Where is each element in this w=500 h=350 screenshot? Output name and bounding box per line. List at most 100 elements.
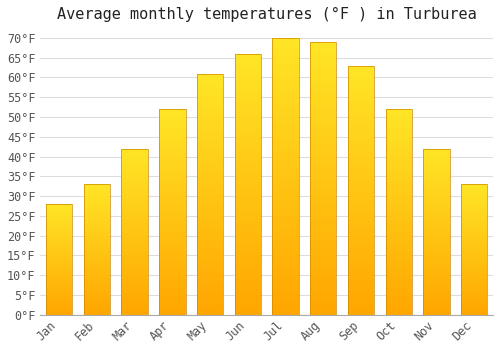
- Bar: [197, 136, 224, 139]
- Bar: [197, 209, 224, 211]
- Bar: [424, 228, 450, 230]
- Bar: [159, 148, 186, 150]
- Bar: [159, 306, 186, 308]
- Bar: [46, 308, 72, 309]
- Bar: [461, 201, 487, 202]
- Bar: [272, 257, 299, 259]
- Bar: [84, 294, 110, 295]
- Bar: [348, 113, 374, 116]
- Bar: [310, 263, 336, 266]
- Bar: [84, 312, 110, 313]
- Bar: [272, 140, 299, 143]
- Bar: [122, 248, 148, 250]
- Bar: [46, 246, 72, 247]
- Bar: [159, 183, 186, 185]
- Bar: [197, 150, 224, 153]
- Bar: [461, 202, 487, 204]
- Bar: [234, 179, 261, 182]
- Bar: [46, 218, 72, 219]
- Bar: [234, 182, 261, 184]
- Bar: [272, 259, 299, 262]
- Bar: [424, 291, 450, 293]
- Bar: [84, 247, 110, 248]
- Bar: [197, 139, 224, 141]
- Bar: [46, 300, 72, 301]
- Bar: [461, 225, 487, 226]
- Bar: [310, 197, 336, 200]
- Bar: [122, 296, 148, 298]
- Bar: [84, 240, 110, 241]
- Bar: [46, 272, 72, 273]
- Bar: [197, 211, 224, 213]
- Bar: [234, 130, 261, 132]
- Bar: [234, 250, 261, 252]
- Bar: [310, 238, 336, 241]
- Bar: [348, 125, 374, 128]
- Bar: [461, 308, 487, 309]
- Bar: [386, 214, 412, 216]
- Bar: [424, 182, 450, 183]
- Bar: [197, 257, 224, 259]
- Bar: [461, 262, 487, 264]
- Bar: [122, 241, 148, 243]
- Bar: [461, 219, 487, 221]
- Bar: [310, 77, 336, 80]
- Bar: [197, 182, 224, 184]
- Bar: [424, 238, 450, 240]
- Bar: [234, 187, 261, 189]
- Bar: [122, 212, 148, 214]
- Bar: [386, 216, 412, 218]
- Bar: [84, 291, 110, 292]
- Bar: [310, 137, 336, 140]
- Bar: [348, 285, 374, 287]
- Bar: [46, 220, 72, 222]
- Bar: [461, 274, 487, 275]
- Bar: [461, 250, 487, 251]
- Bar: [348, 195, 374, 198]
- Bar: [386, 265, 412, 267]
- Bar: [386, 253, 412, 255]
- Bar: [310, 189, 336, 192]
- Bar: [122, 208, 148, 210]
- Bar: [272, 209, 299, 212]
- Bar: [310, 132, 336, 135]
- Bar: [234, 192, 261, 195]
- Bar: [84, 221, 110, 222]
- Bar: [310, 69, 336, 72]
- Bar: [122, 303, 148, 304]
- Bar: [310, 154, 336, 156]
- Bar: [461, 282, 487, 283]
- Bar: [159, 282, 186, 284]
- Bar: [461, 248, 487, 250]
- Bar: [122, 313, 148, 315]
- Bar: [461, 239, 487, 240]
- Bar: [272, 234, 299, 237]
- Bar: [424, 222, 450, 223]
- Bar: [348, 91, 374, 93]
- Bar: [122, 170, 148, 172]
- Bar: [272, 107, 299, 110]
- Bar: [46, 238, 72, 239]
- Bar: [348, 237, 374, 240]
- Bar: [272, 79, 299, 82]
- Bar: [424, 308, 450, 310]
- Bar: [159, 308, 186, 310]
- Bar: [461, 216, 487, 217]
- Bar: [159, 154, 186, 156]
- Bar: [348, 287, 374, 290]
- Bar: [234, 161, 261, 163]
- Bar: [122, 306, 148, 308]
- Bar: [159, 113, 186, 115]
- Bar: [386, 237, 412, 239]
- Bar: [272, 276, 299, 279]
- Bar: [348, 80, 374, 83]
- Bar: [159, 136, 186, 138]
- Bar: [159, 202, 186, 204]
- Bar: [272, 116, 299, 118]
- Bar: [386, 159, 412, 160]
- Bar: [84, 298, 110, 299]
- Bar: [159, 160, 186, 162]
- Bar: [461, 200, 487, 201]
- Bar: [46, 302, 72, 303]
- Bar: [386, 212, 412, 214]
